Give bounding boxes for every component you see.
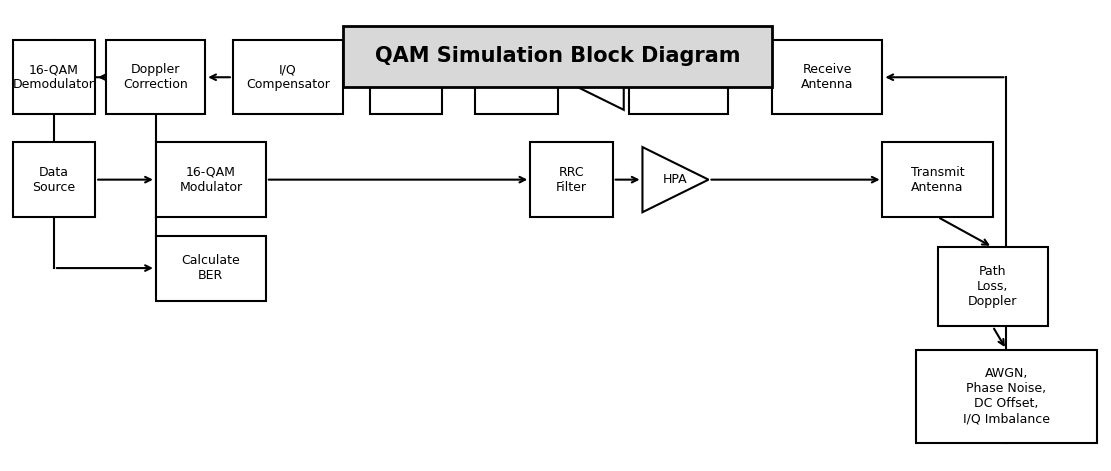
Text: Receive
Antenna: Receive Antenna [801,63,853,91]
FancyBboxPatch shape [476,40,558,114]
FancyBboxPatch shape [343,26,772,87]
Text: Path
Loss,
Doppler: Path Loss, Doppler [968,265,1018,308]
Text: QAM Simulation Block Diagram: QAM Simulation Block Diagram [374,46,740,66]
Text: 16-QAM
Modulator: 16-QAM Modulator [179,166,242,194]
Text: RRC
Filter: RRC Filter [556,166,587,194]
FancyBboxPatch shape [370,40,442,114]
FancyBboxPatch shape [629,40,729,114]
FancyBboxPatch shape [915,349,1098,443]
Text: AWGN,
Phase Noise,
DC Offset,
I/Q Imbalance: AWGN, Phase Noise, DC Offset, I/Q Imbala… [963,367,1050,425]
Text: HPA: HPA [663,173,688,186]
Polygon shape [558,45,623,110]
FancyBboxPatch shape [772,40,882,114]
FancyBboxPatch shape [12,142,96,217]
Text: Calculate
BER: Calculate BER [181,254,240,282]
Text: Data
Source: Data Source [32,166,76,194]
Text: Doppler
Correction: Doppler Correction [123,63,188,91]
Text: ADC: ADC [393,71,420,84]
FancyBboxPatch shape [233,40,343,114]
Text: 16-QAM
Demodulator: 16-QAM Demodulator [13,63,94,91]
Text: Transmit
Antenna: Transmit Antenna [911,166,964,194]
Text: DC
Blocker: DC Blocker [655,63,702,91]
FancyBboxPatch shape [530,142,613,217]
FancyBboxPatch shape [107,40,206,114]
FancyBboxPatch shape [156,236,266,300]
Polygon shape [642,147,709,212]
Text: RRC
Filter: RRC Filter [501,63,532,91]
FancyBboxPatch shape [938,247,1048,326]
Text: I/Q
Compensator: I/Q Compensator [246,63,330,91]
FancyBboxPatch shape [882,142,992,217]
FancyBboxPatch shape [12,40,96,114]
FancyBboxPatch shape [156,142,266,217]
Text: AGC: AGC [578,71,604,84]
